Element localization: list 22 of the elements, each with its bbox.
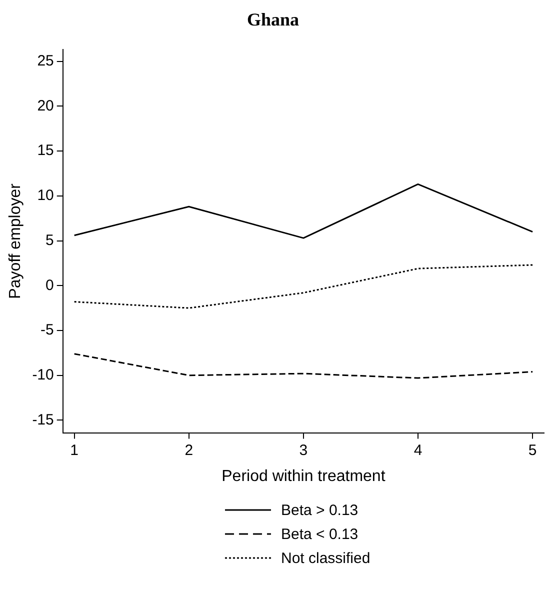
y-tick-label: 25 <box>37 52 54 70</box>
x-axis-title: Period within treatment <box>222 468 386 485</box>
y-tick-label: 0 <box>46 276 54 294</box>
y-tick-label: 5 <box>46 232 54 249</box>
chart-title: Ghana <box>246 9 300 30</box>
line-series <box>74 264 534 309</box>
legend-label: Beta < 0.13 <box>281 526 358 542</box>
legend-label: Not classified <box>281 550 370 566</box>
legend-label: Beta > 0.13 <box>281 502 358 518</box>
x-tick-label: 5 <box>528 442 537 459</box>
y-tick-label: 20 <box>37 97 54 114</box>
y-tick-label: 10 <box>37 187 54 204</box>
x-tick-label: 2 <box>184 442 194 459</box>
line-series <box>74 353 534 379</box>
y-tick-label: 15 <box>37 142 54 160</box>
x-tick-label: 3 <box>299 442 308 459</box>
x-tick-label: 1 <box>70 442 79 459</box>
x-tick-label: 4 <box>414 442 422 459</box>
y-tick-label: -5 <box>40 322 54 339</box>
y-axis-title: Payoff employer <box>7 182 24 299</box>
y-tick-label: -10 <box>32 366 54 384</box>
y-tick-label: -15 <box>32 411 54 428</box>
